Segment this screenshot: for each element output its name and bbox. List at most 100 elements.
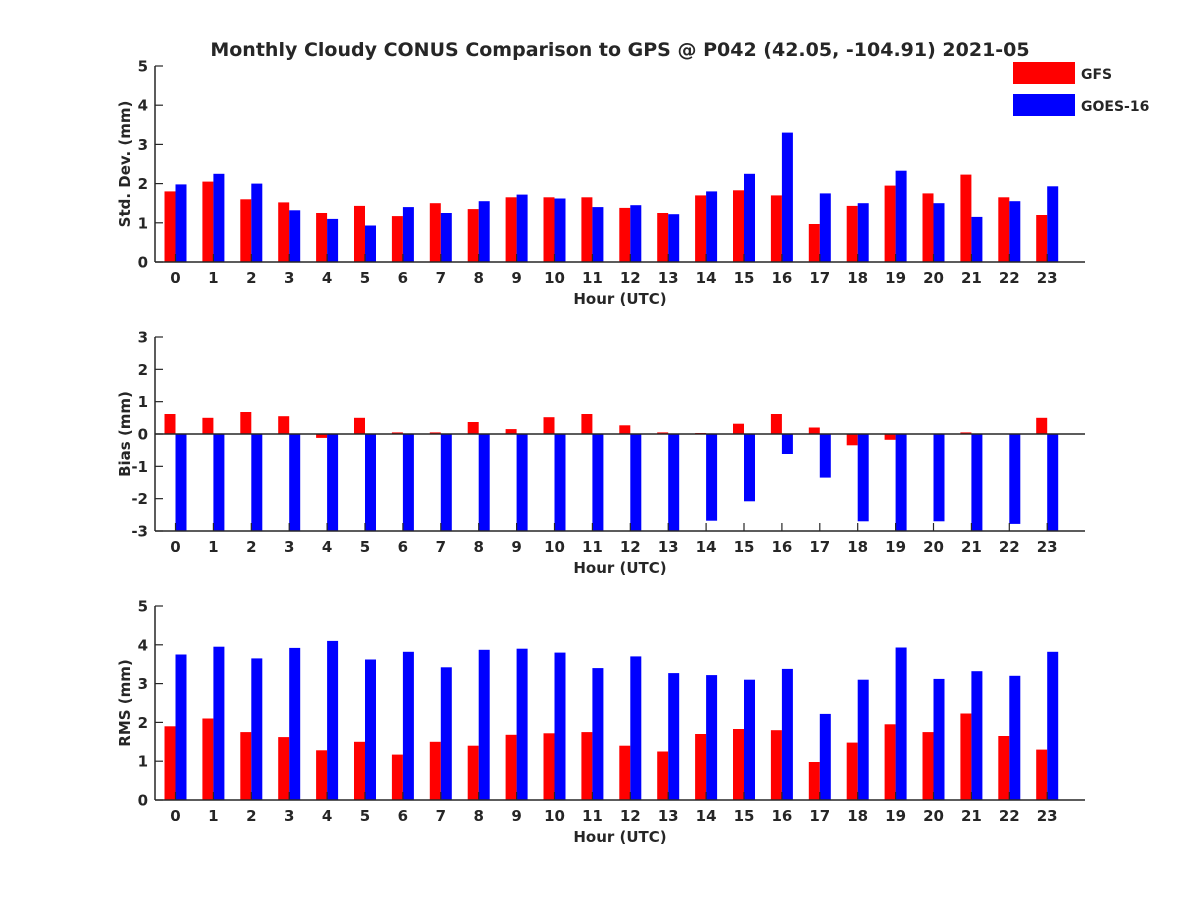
bar-goes-16-hour-15	[744, 173, 755, 262]
bar-goes-16-hour-23	[1047, 186, 1059, 262]
x-tick-label: 9	[511, 807, 521, 825]
bar-goes-16-hour-6	[402, 651, 414, 800]
bar-goes-16-hour-11	[592, 207, 604, 262]
bar-gfs-hour-4	[316, 213, 328, 262]
bar-goes-16-hour-19	[895, 647, 907, 800]
x-tick-label: 11	[582, 538, 603, 556]
bar-gfs-hour-22	[998, 736, 1010, 800]
bar-goes-16-hour-14	[706, 675, 718, 800]
bar-goes-16-hour-20	[933, 678, 945, 800]
bar-gfs-hour-6	[391, 216, 403, 262]
x-tick-label: 14	[696, 269, 717, 287]
x-tick-label: 2	[246, 538, 256, 556]
bar-gfs-hour-16	[770, 730, 782, 800]
x-tick-label: 16	[771, 538, 792, 556]
y-tick-label: 0	[138, 792, 148, 810]
bar-gfs-hour-7	[429, 741, 441, 800]
x-tick-label: 20	[923, 538, 944, 556]
bar-gfs-hour-6	[391, 432, 403, 434]
bar-gfs-hour-3	[278, 416, 290, 434]
bar-gfs-hour-10	[543, 733, 555, 800]
x-tick-label: 23	[1037, 807, 1058, 825]
bar-goes-16-hour-0	[175, 184, 187, 262]
x-tick-label: 3	[284, 538, 294, 556]
x-tick-label: 4	[322, 269, 332, 287]
bar-gfs-hour-21	[960, 432, 972, 434]
bar-gfs-hour-3	[278, 202, 290, 262]
x-tick-label: 17	[809, 807, 830, 825]
bar-gfs-hour-7	[429, 203, 441, 262]
legend: GFS GOES-16	[1013, 62, 1149, 116]
bar-goes-16-hour-4	[327, 640, 339, 800]
bar-gfs-hour-21	[960, 713, 972, 800]
bar-goes-16-hour-16	[781, 132, 793, 262]
y-tick-label: -3	[131, 523, 148, 541]
x-tick-label: 21	[961, 538, 982, 556]
bar-gfs-hour-2	[240, 732, 252, 800]
bar-goes-16-hour-19	[895, 170, 907, 262]
x-tick-label: 13	[658, 807, 679, 825]
chart-title: Monthly Cloudy CONUS Comparison to GPS @…	[210, 39, 1029, 61]
y-tick-label: 5	[138, 598, 148, 616]
y-axis-label: Bias (mm)	[116, 391, 134, 477]
bar-gfs-hour-23	[1036, 215, 1048, 262]
bar-goes-16-hour-5	[365, 659, 376, 800]
x-tick-label: 17	[809, 269, 830, 287]
x-tick-label: 15	[734, 807, 755, 825]
bar-gfs-hour-12	[619, 745, 631, 800]
bar-goes-16-hour-22	[1009, 201, 1021, 262]
x-tick-label: 23	[1037, 538, 1058, 556]
x-tick-label: 10	[544, 269, 565, 287]
y-axis-label: Std. Dev. (mm)	[116, 101, 134, 228]
bar-gfs-hour-9	[505, 734, 517, 800]
bar-goes-16-hour-1	[213, 173, 225, 262]
bar-goes-16-hour-8	[478, 649, 490, 800]
x-tick-label: 12	[620, 538, 641, 556]
x-tick-label: 22	[999, 538, 1020, 556]
x-tick-label: 15	[734, 538, 755, 556]
bar-gfs-hour-13	[657, 432, 669, 434]
x-tick-label: 5	[360, 807, 370, 825]
bar-gfs-hour-7	[429, 432, 441, 434]
x-tick-label: 6	[398, 538, 408, 556]
bar-goes-16-hour-8	[478, 434, 490, 531]
bar-goes-16-hour-13	[668, 214, 680, 262]
x-tick-label: 7	[436, 807, 446, 825]
bar-gfs-hour-10	[543, 197, 555, 262]
y-tick-label: 1	[138, 393, 148, 411]
x-tick-label: 4	[322, 538, 332, 556]
bar-gfs-hour-23	[1036, 749, 1048, 800]
bar-goes-16-hour-17	[819, 193, 831, 262]
bar-gfs-hour-17	[808, 762, 820, 800]
y-tick-label: 4	[138, 97, 148, 115]
bar-goes-16-hour-12	[630, 434, 642, 531]
y-tick-label: 1	[138, 214, 148, 232]
bar-gfs-hour-8	[467, 209, 479, 262]
bar-gfs-hour-17	[808, 224, 820, 262]
x-tick-label: 20	[923, 807, 944, 825]
x-tick-label: 5	[360, 269, 370, 287]
x-tick-label: 2	[246, 269, 256, 287]
x-tick-label: 23	[1037, 269, 1058, 287]
bar-goes-16-hour-19	[895, 434, 907, 531]
bar-gfs-hour-11	[581, 197, 593, 262]
bar-goes-16-hour-14	[706, 191, 718, 262]
x-tick-label: 22	[999, 807, 1020, 825]
bar-goes-16-hour-14	[706, 434, 718, 521]
bar-gfs-hour-17	[808, 427, 820, 434]
bar-gfs-hour-0	[164, 726, 176, 800]
bar-goes-16-hour-23	[1047, 434, 1059, 531]
y-tick-label: 3	[138, 329, 148, 347]
bar-gfs-hour-2	[240, 199, 252, 262]
x-tick-label: 15	[734, 269, 755, 287]
bar-gfs-hour-12	[619, 207, 631, 262]
bar-gfs-hour-2	[240, 412, 252, 434]
x-tick-label: 12	[620, 269, 641, 287]
y-axis-label: RMS (mm)	[116, 659, 134, 746]
bar-gfs-hour-20	[922, 732, 934, 800]
bar-gfs-hour-16	[770, 414, 782, 434]
bar-goes-16-hour-1	[213, 434, 225, 531]
